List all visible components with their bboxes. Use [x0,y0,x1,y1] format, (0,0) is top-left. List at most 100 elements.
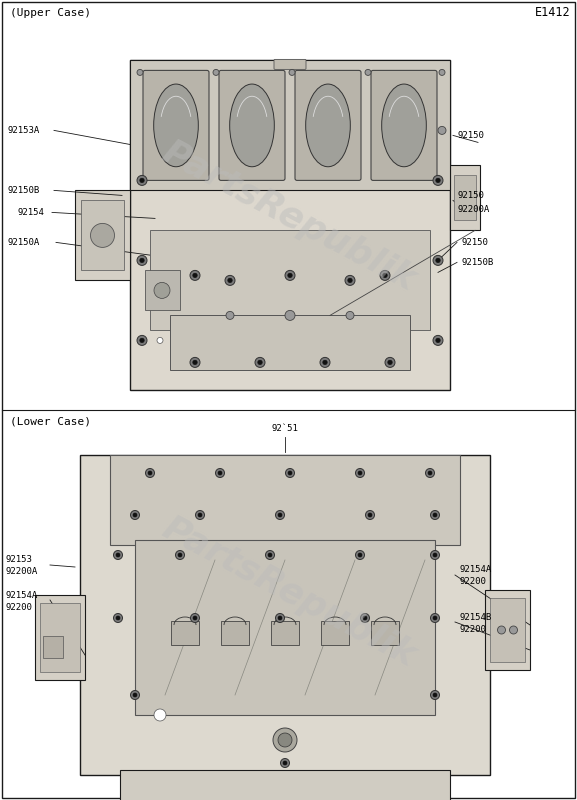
Text: E1412: E1412 [535,6,571,19]
Circle shape [91,223,114,247]
Circle shape [430,690,440,699]
Bar [150,230,430,330]
Ellipse shape [153,84,198,166]
Circle shape [385,358,395,367]
Text: 92154A: 92154A [6,590,38,599]
Text: 92154A: 92154A [459,566,491,574]
Circle shape [433,616,437,620]
Circle shape [433,693,437,697]
Circle shape [285,310,295,321]
Circle shape [288,273,292,278]
Circle shape [383,273,387,278]
Bar [371,621,399,645]
Circle shape [368,513,372,517]
Circle shape [278,733,292,747]
Circle shape [116,553,120,557]
Bar [130,61,450,190]
Circle shape [268,553,272,557]
Circle shape [430,614,440,622]
Circle shape [196,510,204,519]
Circle shape [213,70,219,75]
Circle shape [193,273,197,278]
Circle shape [346,311,354,319]
Text: PartsRepublik: PartsRepublik [156,510,421,674]
Ellipse shape [230,84,274,166]
Circle shape [388,360,392,365]
Bar [135,540,435,715]
Bar [221,621,249,645]
Circle shape [116,616,120,620]
Circle shape [433,513,437,517]
Circle shape [225,275,235,286]
Bar [271,621,299,645]
Circle shape [275,510,284,519]
Circle shape [133,693,137,697]
Circle shape [258,360,263,365]
Circle shape [154,709,166,721]
Text: 92200: 92200 [459,625,486,634]
Bar [40,603,80,672]
Text: (Lower Case): (Lower Case) [10,416,91,426]
FancyBboxPatch shape [143,70,209,181]
Circle shape [273,728,297,752]
Circle shape [148,471,152,475]
FancyBboxPatch shape [371,70,437,181]
Bar [110,455,460,545]
Circle shape [137,335,147,346]
Circle shape [178,553,182,557]
Circle shape [430,510,440,519]
FancyBboxPatch shape [295,70,361,181]
Bar [485,590,530,670]
Circle shape [190,270,200,281]
Text: 92150B: 92150B [461,258,493,267]
Circle shape [137,255,147,266]
Text: 92200: 92200 [459,578,486,586]
Circle shape [114,614,122,622]
Circle shape [348,278,352,282]
Circle shape [140,338,144,342]
Bar [321,621,349,645]
Circle shape [361,614,369,622]
Circle shape [323,360,327,365]
Circle shape [137,70,143,75]
Text: 92200: 92200 [6,602,33,611]
Circle shape [365,510,374,519]
Circle shape [433,175,443,186]
Circle shape [438,126,446,134]
Circle shape [278,616,282,620]
Circle shape [275,614,284,622]
Circle shape [355,469,365,478]
Circle shape [215,469,224,478]
Ellipse shape [381,84,426,166]
Bar [170,315,410,370]
Circle shape [358,553,362,557]
Text: 92153: 92153 [6,555,33,565]
Circle shape [226,311,234,319]
Circle shape [355,550,365,559]
Bar [35,595,85,680]
Circle shape [425,469,434,478]
Circle shape [190,358,200,367]
Bar [171,621,199,645]
Circle shape [509,626,518,634]
Text: 92150B: 92150B [8,186,40,195]
Ellipse shape [306,84,350,166]
Circle shape [380,270,390,281]
Circle shape [283,761,287,765]
Bar [490,598,525,662]
Circle shape [190,614,200,622]
Circle shape [265,550,275,559]
Text: PartsRepublik: PartsRepublik [156,134,421,298]
Text: 92154: 92154 [18,208,45,217]
Text: 92150A: 92150A [8,238,40,247]
Circle shape [133,513,137,517]
Circle shape [154,282,170,298]
Circle shape [280,758,290,767]
FancyBboxPatch shape [219,70,285,181]
Circle shape [140,258,144,262]
Circle shape [114,550,122,559]
Circle shape [228,278,233,282]
Circle shape [436,338,440,342]
Circle shape [137,175,147,186]
Text: (Upper Case): (Upper Case) [10,8,91,18]
